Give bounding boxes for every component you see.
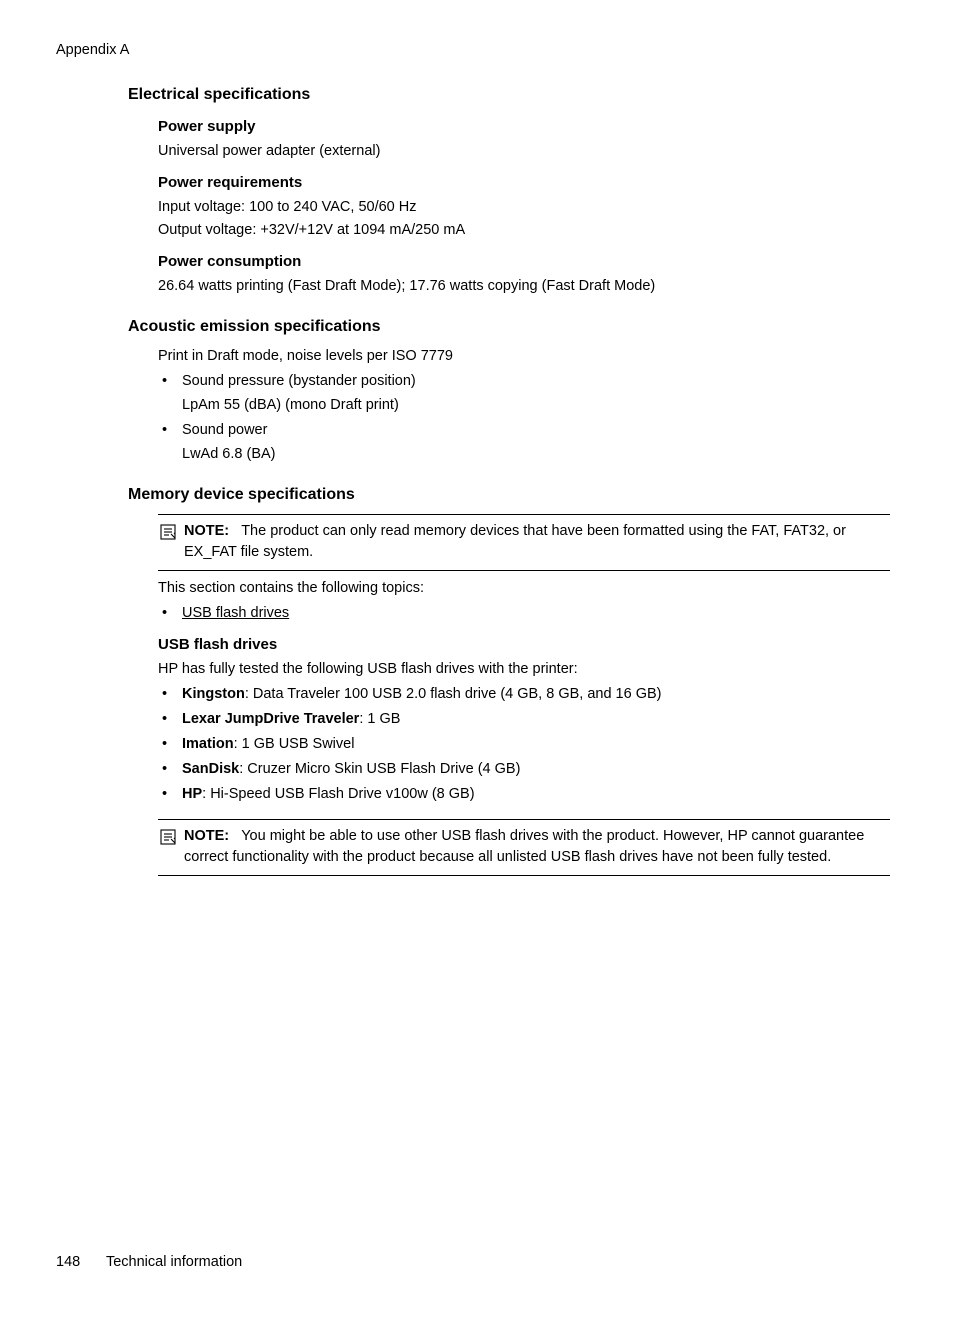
usb-item-5-bold: HP: [182, 786, 202, 802]
heading-electrical: Electrical specifications: [128, 83, 890, 106]
acoustic-item-1-line-1: Sound pressure (bystander position): [182, 373, 416, 389]
acoustic-item-2-line-2: LwAd 6.8 (BA): [182, 444, 890, 465]
usb-item-5-rest: : Hi-Speed USB Flash Drive v100w (8 GB): [202, 786, 474, 802]
note-icon: [158, 826, 182, 854]
list-item: HP: Hi-Speed USB Flash Drive v100w (8 GB…: [158, 784, 890, 805]
list-item: Sound pressure (bystander position) LpAm…: [158, 371, 890, 416]
usb-item-3-bold: Imation: [182, 736, 234, 752]
heading-power-supply: Power supply: [158, 116, 890, 138]
page-footer: 148 Technical information: [56, 1252, 242, 1273]
note-icon: [158, 521, 182, 549]
note-text-2: You might be able to use other USB flash…: [184, 828, 864, 865]
list-topics: USB flash drives: [158, 603, 890, 624]
list-item: USB flash drives: [158, 603, 890, 624]
appendix-label: Appendix A: [56, 40, 898, 61]
usb-item-4-rest: : Cruzer Micro Skin USB Flash Drive (4 G…: [239, 761, 520, 777]
page-content: Electrical specifications Power supply U…: [128, 83, 890, 876]
list-item: Imation: 1 GB USB Swivel: [158, 734, 890, 755]
acoustic-item-1-line-2: LpAm 55 (dBA) (mono Draft print): [182, 395, 890, 416]
list-acoustic: Sound pressure (bystander position) LpAm…: [158, 371, 890, 465]
heading-usb: USB flash drives: [158, 634, 890, 656]
note-text-1: The product can only read memory devices…: [184, 523, 846, 560]
usb-item-3-rest: : 1 GB USB Swivel: [234, 736, 355, 752]
list-item: Kingston: Data Traveler 100 USB 2.0 flas…: [158, 684, 890, 705]
acoustic-item-2-line-1: Sound power: [182, 422, 267, 438]
text-power-req-2: Output voltage: +32V/+12V at 1094 mA/250…: [158, 220, 890, 241]
text-power-supply: Universal power adapter (external): [158, 141, 890, 162]
text-power-req-1: Input voltage: 100 to 240 VAC, 50/60 Hz: [158, 197, 890, 218]
heading-acoustic: Acoustic emission specifications: [128, 315, 890, 338]
list-item: Lexar JumpDrive Traveler: 1 GB: [158, 709, 890, 730]
topics-intro: This section contains the following topi…: [158, 578, 890, 599]
footer-section: Technical information: [106, 1254, 242, 1270]
heading-memory: Memory device specifications: [128, 483, 890, 506]
heading-power-cons: Power consumption: [158, 251, 890, 273]
usb-item-1-bold: Kingston: [182, 686, 245, 702]
usb-item-4-bold: SanDisk: [182, 761, 239, 777]
usb-item-2-rest: : 1 GB: [359, 711, 400, 727]
note-box-1: NOTE: The product can only read memory d…: [158, 514, 890, 571]
text-usb-intro: HP has fully tested the following USB fl…: [158, 659, 890, 680]
note-label-2: NOTE:: [184, 828, 229, 844]
list-item: SanDisk: Cruzer Micro Skin USB Flash Dri…: [158, 759, 890, 780]
note-label-1: NOTE:: [184, 523, 229, 539]
usb-item-2-bold: Lexar JumpDrive Traveler: [182, 711, 359, 727]
note-box-2: NOTE: You might be able to use other USB…: [158, 819, 890, 876]
heading-power-req: Power requirements: [158, 172, 890, 194]
list-item: Sound power LwAd 6.8 (BA): [158, 420, 890, 465]
note-body-2: NOTE: You might be able to use other USB…: [184, 826, 890, 868]
list-usb-drives: Kingston: Data Traveler 100 USB 2.0 flas…: [158, 684, 890, 805]
text-power-cons: 26.64 watts printing (Fast Draft Mode); …: [158, 276, 890, 297]
link-usb-flash[interactable]: USB flash drives: [182, 605, 289, 621]
usb-item-1-rest: : Data Traveler 100 USB 2.0 flash drive …: [245, 686, 662, 702]
text-acoustic-intro: Print in Draft mode, noise levels per IS…: [158, 346, 890, 367]
page-number: 148: [56, 1254, 80, 1270]
note-body-1: NOTE: The product can only read memory d…: [184, 521, 890, 563]
